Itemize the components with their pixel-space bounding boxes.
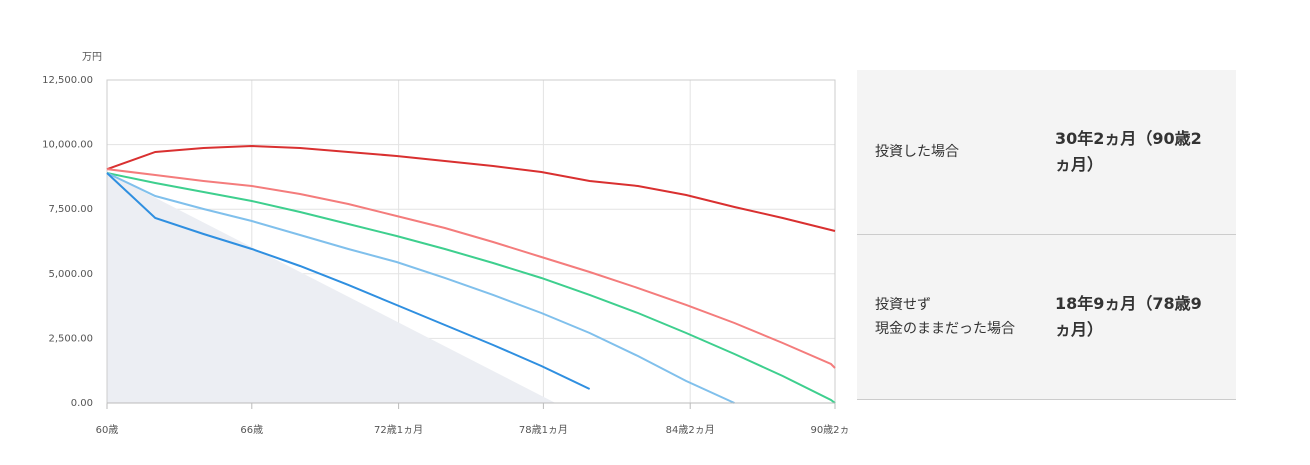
y-tick-label: 0.00	[71, 398, 93, 409]
row-value: 18年9ヵ月（78歳9ヵ月）	[1055, 294, 1202, 339]
x-tick-label: 60歳	[96, 424, 119, 436]
y-tick-label: 10,000.00	[42, 140, 93, 151]
summary-panel: 投資した場合 30年2ヵ月（90歳2ヵ月） 投資せず 現金のままだった場合 18…	[857, 70, 1236, 400]
series-line	[106, 172, 735, 404]
series-line	[106, 172, 836, 404]
y-unit: 万円	[82, 52, 102, 63]
chart: 万円 0.00 2,500.00 5,000.00 7,500.00 10,000.00…	[42, 52, 850, 436]
row-label: 投資せず 現金のままだった場合	[875, 297, 1015, 337]
x-tick-label: 84歳2ヵ月	[666, 424, 715, 436]
series-line	[106, 172, 591, 390]
summary-row: 投資せず 現金のままだった場合 18年9ヵ月（78歳9ヵ月）	[857, 235, 1236, 400]
series-line	[106, 144, 836, 232]
y-tick-label: 7,500.00	[48, 204, 93, 215]
area	[107, 173, 556, 403]
y-tick-label: 12,500.00	[42, 75, 93, 86]
x-tick-label: 90歳2ヵ月	[810, 424, 850, 436]
series-line	[106, 168, 836, 369]
x-tick-label: 78歳1ヵ月	[519, 424, 568, 436]
y-tick-label: 5,000.00	[48, 269, 93, 280]
y-tick-label: 2,500.00	[48, 333, 93, 344]
summary-row: 投資した場合 30年2ヵ月（90歳2ヵ月）	[857, 70, 1236, 235]
x-tick-label: 72歳1ヵ月	[374, 424, 423, 436]
row-label: 投資した場合	[875, 144, 959, 160]
x-tick-label: 66歳	[240, 424, 263, 436]
row-value: 30年2ヵ月（90歳2ヵ月）	[1055, 129, 1202, 174]
